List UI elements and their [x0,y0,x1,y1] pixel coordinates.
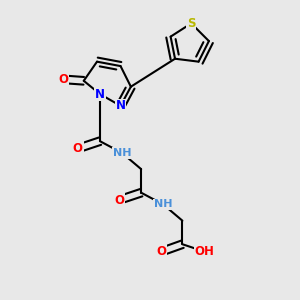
Text: NH: NH [154,200,172,209]
Text: O: O [114,194,124,207]
Text: O: O [73,142,83,155]
Text: NH: NH [113,148,131,158]
Text: OH: OH [194,245,214,258]
Text: O: O [58,73,68,86]
Text: N: N [95,88,105,100]
Text: O: O [157,245,167,258]
Text: S: S [187,17,196,30]
Text: N: N [116,99,126,112]
